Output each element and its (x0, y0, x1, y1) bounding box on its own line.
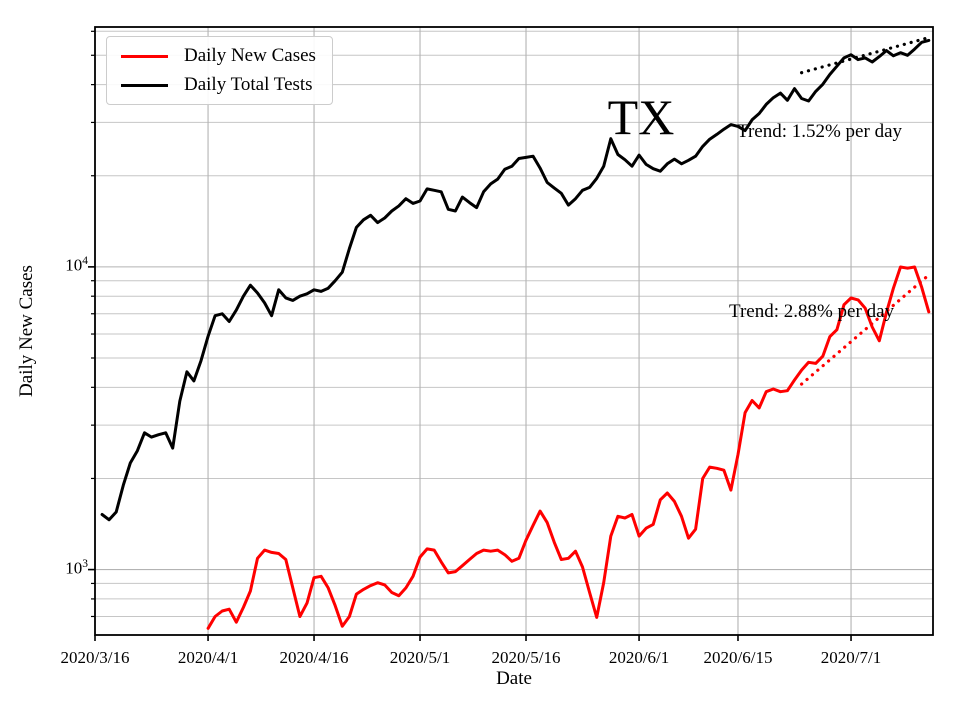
state-annotation: TX (607, 89, 675, 145)
series-line-daily-new-cases (206, 265, 931, 630)
y-tick-label: 103 (65, 557, 88, 578)
x-tick-label: 2020/4/16 (279, 648, 349, 667)
x-axis-title: Date (496, 668, 532, 689)
x-tick-label: 2020/6/15 (703, 648, 773, 667)
x-tick-label: 2020/7/1 (820, 648, 882, 667)
legend-label: Daily Total Tests (184, 74, 313, 95)
x-tick-label: 2020/4/1 (177, 648, 239, 667)
series-line-daily-total-tests (100, 38, 931, 522)
legend-entry-daily-total-tests: Daily Total Tests (121, 74, 316, 96)
trend-dotted-line (799, 273, 931, 386)
legend-line-red (121, 54, 168, 58)
legend-label: Daily New Cases (184, 45, 316, 66)
trend-dotted-line (799, 35, 931, 75)
y-axis-title: Daily New Cases (16, 265, 37, 397)
x-tick-label: 2020/5/16 (491, 648, 561, 667)
trend-annotation-cases: Trend: 2.88% per day (729, 301, 894, 322)
trend-annotation-tests: Trend: 1.52% per day (737, 121, 902, 142)
y-tick-label: 104 (65, 254, 88, 275)
legend-line-black (121, 83, 168, 87)
legend: Daily New Cases Daily Total Tests (106, 36, 333, 105)
x-tick-label: 2020/6/1 (608, 648, 670, 667)
legend-entry-daily-new-cases: Daily New Cases (121, 45, 316, 67)
x-tick-label: 2020/3/16 (60, 648, 130, 667)
x-tick-label: 2020/5/1 (389, 648, 451, 667)
axes-spines (94, 26, 934, 636)
